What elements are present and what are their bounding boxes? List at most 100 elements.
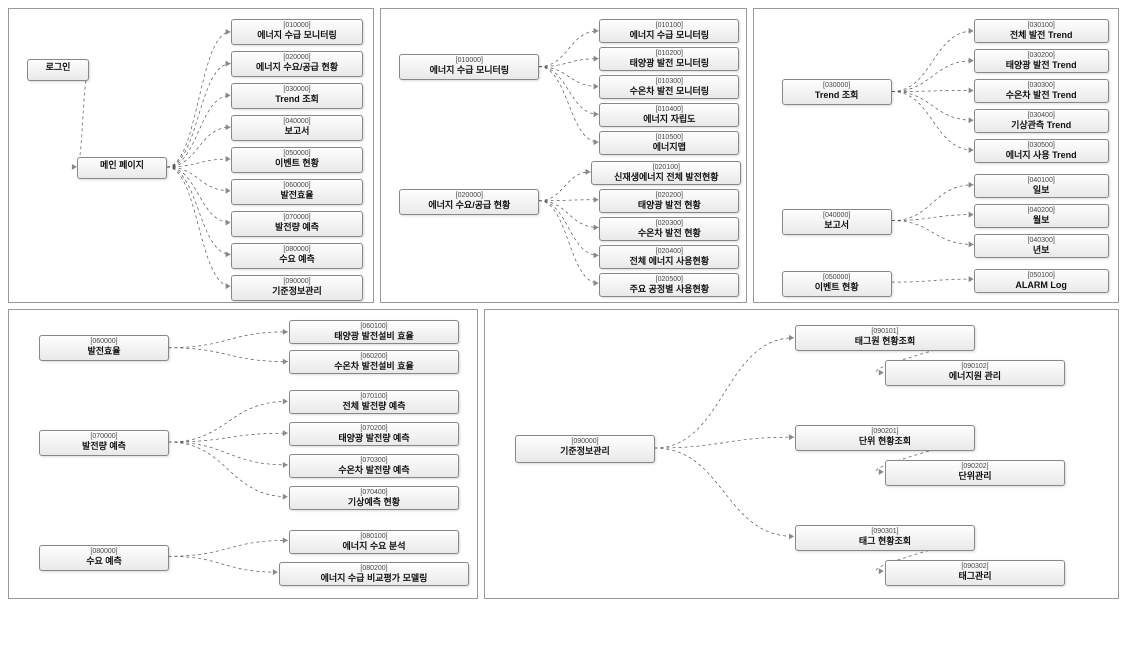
node-label: 수온차 발전 Trend xyxy=(979,90,1104,100)
tree-node: [030300]수온차 발전 Trend xyxy=(974,79,1109,103)
node-label: Trend 조회 xyxy=(236,94,358,104)
node-code: [010300] xyxy=(604,78,734,86)
node-label: 발전량 예측 xyxy=(44,441,164,451)
tree-node: [040100]일보 xyxy=(974,174,1109,198)
tree-node: [070200]태양광 발전량 예측 xyxy=(289,422,459,446)
node-label: 단위관리 xyxy=(890,471,1060,481)
node-code: [040300] xyxy=(979,237,1104,245)
node-label: 수온차 발전설비 효율 xyxy=(294,361,454,371)
node-code: [070000] xyxy=(236,214,358,222)
node-label: 이벤트 현황 xyxy=(236,158,358,168)
node-code: [070400] xyxy=(294,489,454,497)
node-code: [060100] xyxy=(294,323,454,331)
tree-node: [010200]태양광 발전 모니터링 xyxy=(599,47,739,71)
node-code: [020500] xyxy=(604,276,734,284)
node-code: [040000] xyxy=(236,118,358,126)
node-code: [040200] xyxy=(979,207,1104,215)
node-code: [080100] xyxy=(294,533,454,541)
node-label: 태양광 발전 모니터링 xyxy=(604,58,734,68)
node-code: [050000] xyxy=(236,150,358,158)
node-label: 기준정보관리 xyxy=(236,286,358,296)
node-label: 태그원 현황조회 xyxy=(800,336,970,346)
node-label: ALARM Log xyxy=(979,280,1104,290)
node-code: [010100] xyxy=(604,22,734,30)
tree-node: [010500]에너지맵 xyxy=(599,131,739,155)
node-code: [060200] xyxy=(294,353,454,361)
node-label: 수온차 발전 모니터링 xyxy=(604,86,734,96)
node-label: 에너지원 관리 xyxy=(890,371,1060,381)
tree-node: [050100]ALARM Log xyxy=(974,269,1109,293)
node-label: 이벤트 현황 xyxy=(787,282,887,292)
node-label: 로그인 xyxy=(32,62,84,72)
node-label: 월보 xyxy=(979,215,1104,225)
diagram-panel: [090000]기준정보관리[090101]태그원 현황조회[090102]에너… xyxy=(484,309,1119,599)
node-code: [020300] xyxy=(604,220,734,228)
node-label: 주요 공정별 사용현황 xyxy=(604,284,734,294)
node-code: [070000] xyxy=(44,433,164,441)
node-label: 에너지 수급 비교평가 모델링 xyxy=(284,573,464,583)
tree-node: [080000]수요 예측 xyxy=(231,243,363,269)
node-code: [030000] xyxy=(236,86,358,94)
tree-node: 로그인 xyxy=(27,59,89,81)
node-label: 신재생에너지 전체 발전현황 xyxy=(596,172,736,182)
node-code: [090101] xyxy=(800,328,970,336)
node-code: [030200] xyxy=(979,52,1104,60)
node-label: 에너지 사용 Trend xyxy=(979,150,1104,160)
tree-node: [060200]수온차 발전설비 효율 xyxy=(289,350,459,374)
diagram-panel: 로그인메인 페이지[010000]에너지 수급 모니터링[020000]에너지 … xyxy=(8,8,374,303)
tree-node: [040000]보고서 xyxy=(231,115,363,141)
tree-node: [010000]에너지 수급 모니터링 xyxy=(231,19,363,45)
diagram-panel: [010000]에너지 수급 모니터링[020000]에너지 수요/공급 현황[… xyxy=(380,8,746,303)
node-code: [090102] xyxy=(890,363,1060,371)
node-code: [080200] xyxy=(284,565,464,573)
node-code: [060000] xyxy=(44,338,164,346)
tree-node: [010300]수온차 발전 모니터링 xyxy=(599,75,739,99)
tree-node: [010000]에너지 수급 모니터링 xyxy=(399,54,539,80)
tree-node: [040000]보고서 xyxy=(782,209,892,235)
node-code: [050000] xyxy=(787,274,887,282)
node-code: [080000] xyxy=(236,246,358,254)
node-code: [030000] xyxy=(787,82,887,90)
tree-node: [030400]기상관측 Trend xyxy=(974,109,1109,133)
node-label: 보고서 xyxy=(787,220,887,230)
node-code: [070200] xyxy=(294,425,454,433)
node-label: 기상예측 현황 xyxy=(294,497,454,507)
node-code: [030400] xyxy=(979,112,1104,120)
tree-node: [090102]에너지원 관리 xyxy=(885,360,1065,386)
node-label: 년보 xyxy=(979,245,1104,255)
tree-node: [010100]에너지 수급 모니터링 xyxy=(599,19,739,43)
tree-node: [030500]에너지 사용 Trend xyxy=(974,139,1109,163)
tree-node: [020200]태양광 발전 현황 xyxy=(599,189,739,213)
tree-node: [040200]월보 xyxy=(974,204,1109,228)
node-label: 수온차 발전 현황 xyxy=(604,228,734,238)
node-code: [090000] xyxy=(520,438,650,446)
tree-node: 메인 페이지 xyxy=(77,157,167,179)
node-label: 메인 페이지 xyxy=(82,160,162,170)
node-code: [090301] xyxy=(800,528,970,536)
node-label: 기상관측 Trend xyxy=(979,120,1104,130)
node-label: 태양광 발전설비 효율 xyxy=(294,331,454,341)
node-label: 전체 발전량 예측 xyxy=(294,401,454,411)
node-code: [080000] xyxy=(44,548,164,556)
node-code: [040100] xyxy=(979,177,1104,185)
node-label: Trend 조회 xyxy=(787,90,887,100)
node-label: 태그관리 xyxy=(890,571,1060,581)
node-label: 전체 에너지 사용현황 xyxy=(604,256,734,266)
node-code: [010000] xyxy=(404,57,534,65)
node-code: [020400] xyxy=(604,248,734,256)
node-code: [030300] xyxy=(979,82,1104,90)
node-label: 일보 xyxy=(979,185,1104,195)
tree-node: [060000]발전효율 xyxy=(39,335,169,361)
node-label: 에너지 수요/공급 현황 xyxy=(404,200,534,210)
tree-node: [030000]Trend 조회 xyxy=(231,83,363,109)
node-label: 에너지 수요 분석 xyxy=(294,541,454,551)
node-label: 단위 현황조회 xyxy=(800,436,970,446)
node-code: [040000] xyxy=(787,212,887,220)
tree-node: [090201]단위 현황조회 xyxy=(795,425,975,451)
tree-node: [080200]에너지 수급 비교평가 모델링 xyxy=(279,562,469,586)
node-code: [020200] xyxy=(604,192,734,200)
tree-node: [070300]수온차 발전량 예측 xyxy=(289,454,459,478)
node-label: 전체 발전 Trend xyxy=(979,30,1104,40)
tree-node: [030000]Trend 조회 xyxy=(782,79,892,105)
node-code: [090000] xyxy=(236,278,358,286)
